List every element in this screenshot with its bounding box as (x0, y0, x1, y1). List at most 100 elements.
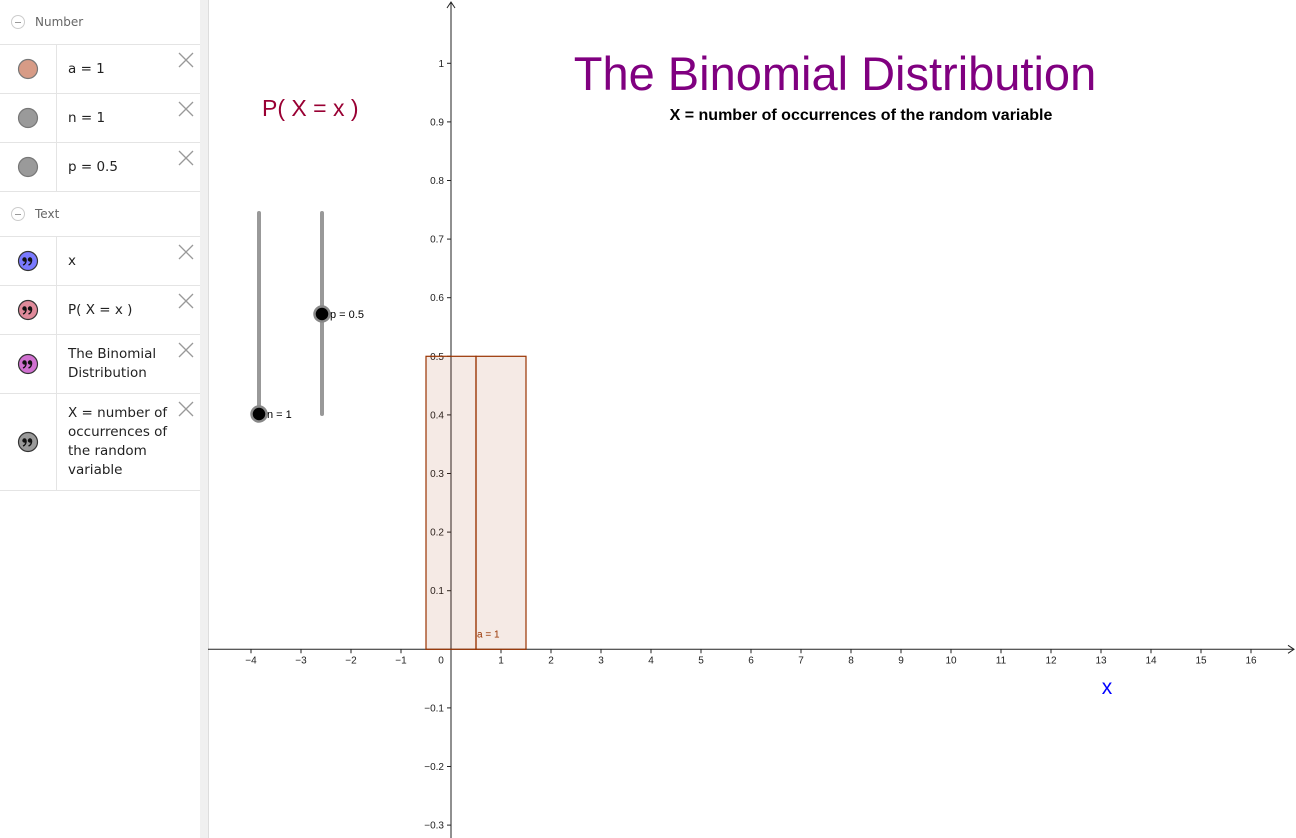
icon (17, 431, 39, 453)
icon-circle (17, 299, 39, 321)
icon-circle (17, 107, 39, 129)
group-header[interactable]: Text (0, 192, 200, 237)
slider-label: n = 1 (267, 409, 292, 421)
group-name: Number (35, 15, 84, 29)
x-tick-label: −4 (245, 655, 257, 666)
icon (17, 58, 39, 80)
x-tick-label: 1 (498, 655, 504, 666)
slider-knob[interactable] (313, 305, 331, 323)
visibility-toggle[interactable] (0, 286, 57, 334)
title: The Binomial Distribution (574, 47, 1096, 100)
visibility-toggle[interactable] (0, 237, 57, 285)
x-label: x (1102, 676, 1113, 699)
x-tick-label: 2 (548, 655, 554, 666)
y-tick-label: 0.4 (430, 410, 444, 421)
x-tick-label: 9 (898, 655, 904, 666)
algebra-item[interactable]: The Binomial Distribution (0, 335, 200, 394)
item-label: x (68, 252, 76, 269)
visibility-toggle[interactable] (0, 394, 57, 490)
delete-button[interactable] (178, 244, 194, 260)
x-tick-label: 6 (748, 655, 754, 666)
bar-label: a = 1 (477, 629, 500, 640)
quote-tail (28, 259, 33, 266)
delete-cross (178, 101, 194, 117)
slider-knob[interactable] (250, 405, 268, 423)
y-axis-arrow (446, 1, 456, 9)
y-tick-label: −0.2 (424, 762, 444, 773)
algebra-item[interactable]: p = 0.5 (0, 143, 200, 192)
y-tick-label: −0.1 (424, 703, 444, 714)
icon-circle (17, 58, 39, 80)
icon-circle (17, 431, 39, 453)
quote-tail (22, 440, 27, 447)
x-tick-label: 8 (848, 655, 854, 666)
group-name: Text (35, 207, 60, 221)
item-label: P( X = x ) (68, 301, 133, 318)
y-tick-label: 0.5 (430, 352, 444, 363)
algebra-item[interactable]: n = 1 (0, 94, 200, 143)
x-tick-label: −1 (395, 655, 407, 666)
collapse-toggle[interactable] (11, 207, 25, 221)
delete-cross (178, 52, 194, 68)
algebra-item[interactable]: X = number of occurrences of the random … (0, 394, 200, 491)
delete-cross (178, 293, 194, 309)
x-axis-arrow (1287, 644, 1295, 654)
quote-tail (28, 440, 33, 447)
x-tick-label: 13 (1095, 655, 1107, 666)
collapse-toggle[interactable] (11, 15, 25, 29)
x-tick-label: 3 (598, 655, 604, 666)
x-tick-label: 15 (1195, 655, 1207, 666)
icon-circle (17, 156, 39, 178)
icon (17, 156, 39, 178)
delete-button[interactable] (178, 342, 194, 358)
group-header[interactable]: Number (0, 0, 200, 45)
x-tick-label: 7 (798, 655, 804, 666)
quote-tail (28, 308, 33, 315)
x-tick-label: 10 (945, 655, 957, 666)
bar (425, 355, 477, 650)
delete-button[interactable] (178, 401, 194, 417)
item-label: The Binomial Distribution (68, 346, 157, 381)
icon (17, 353, 39, 375)
delete-cross (178, 150, 194, 166)
item-label: X = number of occurrences of the random … (68, 405, 168, 478)
quote-tail (28, 362, 33, 369)
algebra-item[interactable]: a = 1 (0, 45, 200, 94)
delete-button[interactable] (178, 293, 194, 309)
visibility-toggle[interactable] (0, 94, 57, 142)
visibility-toggle[interactable] (0, 45, 57, 93)
quote-tail (22, 362, 27, 369)
delete-button[interactable] (178, 150, 194, 166)
y-tick-label: 0.3 (430, 469, 444, 480)
y-label: P( X = x ) (262, 95, 359, 121)
icon-circle (17, 353, 39, 375)
x-tick-label: 5 (698, 655, 704, 666)
visibility-toggle[interactable] (0, 335, 57, 393)
x-tick-label: 14 (1145, 655, 1157, 666)
delete-button[interactable] (178, 101, 194, 117)
icon-circle (17, 250, 39, 272)
x-tick-label: −2 (345, 655, 357, 666)
visibility-toggle[interactable] (0, 143, 57, 191)
x-tick-label: 16 (1245, 655, 1257, 666)
y-tick-label: 0.9 (430, 117, 444, 128)
algebra-item[interactable]: x (0, 237, 200, 286)
x-tick-label: 12 (1045, 655, 1057, 666)
y-tick-label: 0.7 (430, 235, 444, 246)
y-tick-label: 0.1 (430, 586, 444, 597)
subtitle: X = number of occurrences of the random … (670, 107, 1053, 124)
icon (17, 107, 39, 129)
graphics-view: −4 −3 −2 −1 0 1 2 3 4 5 6 7 8 9 10 11 12 13 14 15 16−0.3−0.2… (208, 1, 1295, 838)
delete-button[interactable] (178, 52, 194, 68)
x-tick-label: 0 (438, 655, 444, 666)
slider-label: p = 0.5 (330, 309, 364, 321)
bar (475, 355, 527, 650)
quote-tail (22, 308, 27, 315)
x-tick-label: −3 (295, 655, 307, 666)
quote-tail (22, 259, 27, 266)
algebra-item[interactable]: P( X = x ) (0, 286, 200, 335)
item-label: n = 1 (68, 109, 106, 126)
icon (17, 299, 39, 321)
y-tick-label: 0.2 (430, 528, 444, 539)
